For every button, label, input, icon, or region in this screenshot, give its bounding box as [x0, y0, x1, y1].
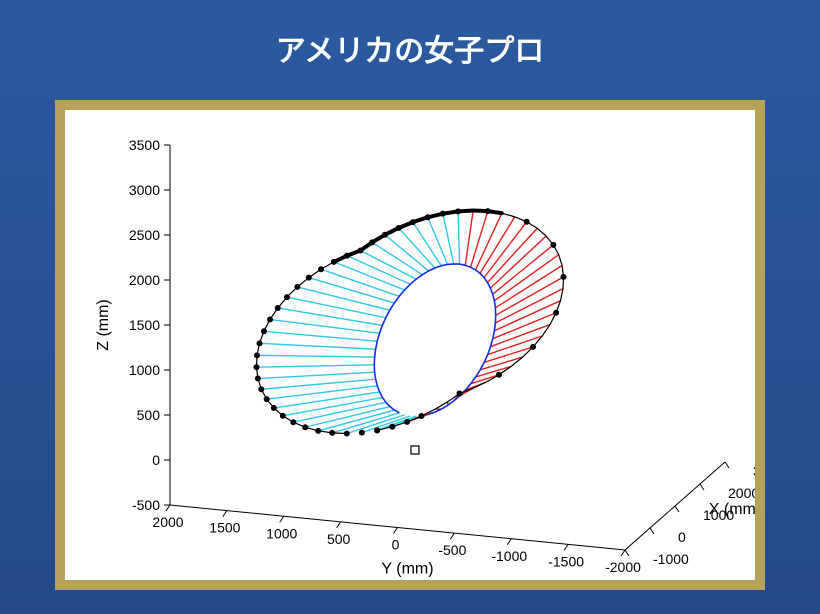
svg-text:500: 500 — [327, 531, 351, 547]
svg-text:Z (mm): Z (mm) — [95, 299, 112, 351]
plot-frame: -500 0 500 1000 1500 2000 2500 3000 3500 Z (mm) 20… — [55, 100, 765, 590]
svg-text:3500: 3500 — [129, 137, 160, 153]
svg-text:1000: 1000 — [129, 362, 160, 378]
svg-text:2000: 2000 — [129, 272, 160, 288]
plot-svg: -500 0 500 1000 1500 2000 2500 3000 3500 Z (mm) 20… — [65, 110, 755, 580]
svg-text:1000: 1000 — [266, 525, 297, 541]
svg-text:2000: 2000 — [728, 485, 755, 501]
plot-3d: -500 0 500 1000 1500 2000 2500 3000 3500 Z (mm) 20… — [65, 110, 755, 580]
svg-text:-500: -500 — [132, 497, 160, 513]
svg-text:-1500: -1500 — [548, 553, 584, 569]
svg-text:3000: 3000 — [753, 463, 755, 479]
svg-text:-2000: -2000 — [605, 559, 641, 575]
slide-root: アメリカの女子プロ -500 0 500 1000 1500 2000 2500 3000 35… — [0, 0, 820, 614]
svg-text:-1000: -1000 — [491, 548, 527, 564]
svg-text:-1000: -1000 — [653, 551, 689, 567]
svg-text:0: 0 — [152, 452, 160, 468]
svg-text:1500: 1500 — [129, 317, 160, 333]
svg-text:Y (mm): Y (mm) — [381, 561, 433, 578]
svg-text:3000: 3000 — [129, 182, 160, 198]
svg-text:X (mm): X (mm) — [709, 501, 755, 518]
svg-text:2000: 2000 — [152, 514, 183, 530]
svg-text:500: 500 — [137, 407, 161, 423]
svg-text:-500: -500 — [438, 542, 466, 558]
svg-text:1500: 1500 — [209, 520, 240, 536]
svg-text:0: 0 — [678, 529, 686, 545]
svg-text:0: 0 — [392, 537, 400, 553]
svg-text:2500: 2500 — [129, 227, 160, 243]
slide-title: アメリカの女子プロ — [0, 26, 820, 70]
